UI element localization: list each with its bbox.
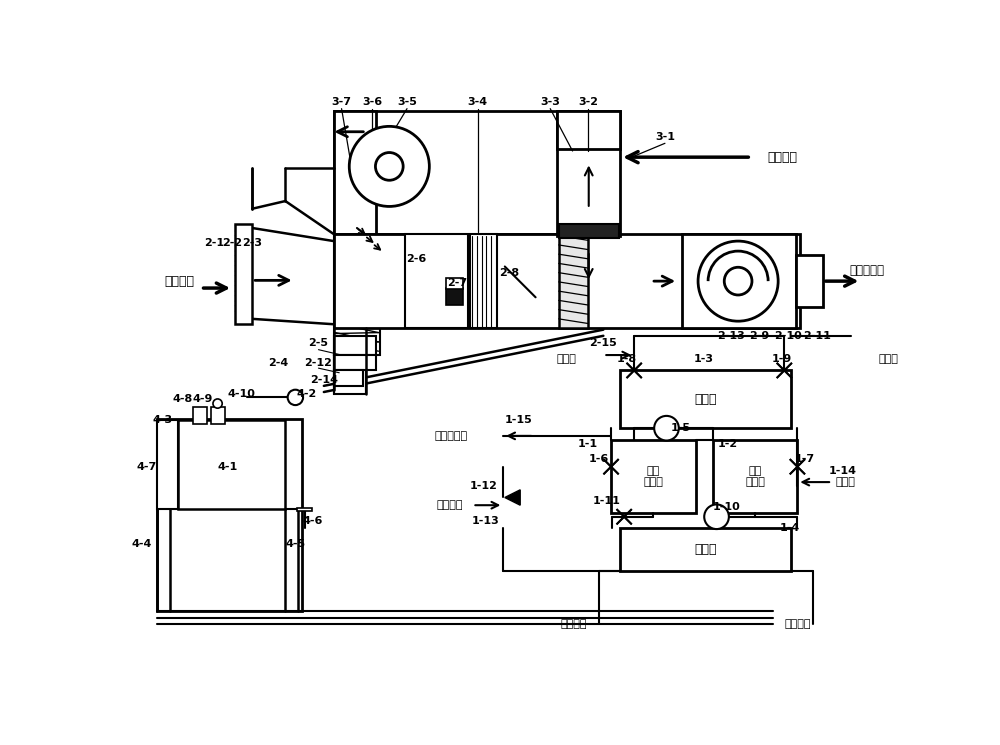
Bar <box>611 440 696 513</box>
Text: 2-1: 2-1 <box>204 238 224 248</box>
Circle shape <box>654 416 679 440</box>
Text: 1-15: 1-15 <box>505 416 533 425</box>
Text: 3-1: 3-1 <box>655 132 675 142</box>
Circle shape <box>724 267 752 295</box>
Text: 1-5: 1-5 <box>670 423 690 433</box>
Bar <box>559 234 588 328</box>
Text: 冷却后废水: 冷却后废水 <box>434 431 467 441</box>
Polygon shape <box>505 489 520 505</box>
Text: 1-12: 1-12 <box>469 481 497 491</box>
Text: 4-9: 4-9 <box>193 394 213 404</box>
Text: 室外新风: 室外新风 <box>165 276 195 288</box>
Text: 1-8: 1-8 <box>616 354 637 364</box>
Bar <box>470 234 497 328</box>
Text: 4-10: 4-10 <box>228 389 255 399</box>
Text: 2-2: 2-2 <box>222 238 242 248</box>
Text: 3-5: 3-5 <box>397 97 417 107</box>
Text: 1-3: 1-3 <box>693 354 713 364</box>
Bar <box>446 278 463 289</box>
Bar <box>682 234 796 328</box>
Bar <box>334 355 376 370</box>
Bar <box>157 419 302 612</box>
Text: 4-6: 4-6 <box>302 516 322 526</box>
Text: 冷冻回水: 冷冻回水 <box>561 619 587 629</box>
Text: 4-2: 4-2 <box>296 389 316 399</box>
Text: 1-13: 1-13 <box>472 516 499 526</box>
Text: 2-7: 2-7 <box>447 279 467 288</box>
Bar <box>446 288 463 305</box>
Text: 2-3: 2-3 <box>242 238 262 248</box>
Text: 1-4: 1-4 <box>780 523 800 533</box>
Text: 1-1: 1-1 <box>578 439 598 448</box>
Bar <box>193 407 207 424</box>
Text: 1-6: 1-6 <box>589 454 609 464</box>
Text: 1-14: 1-14 <box>828 466 856 475</box>
Bar <box>334 355 366 393</box>
Text: 2-4: 2-4 <box>268 358 289 368</box>
Circle shape <box>704 504 729 529</box>
Text: 2-8: 2-8 <box>499 267 519 278</box>
Text: 第二
吸附床: 第二 吸附床 <box>745 466 765 487</box>
Bar <box>334 111 569 234</box>
Bar <box>157 420 178 509</box>
Bar <box>334 235 380 355</box>
Bar <box>178 420 285 509</box>
Text: 冷却水: 冷却水 <box>878 354 898 364</box>
Bar <box>796 255 823 307</box>
Text: 处理后新风: 处理后新风 <box>849 264 884 277</box>
Text: 2-14: 2-14 <box>310 375 338 385</box>
Text: 4-1: 4-1 <box>217 462 238 472</box>
Text: 冷却水: 冷却水 <box>836 477 856 487</box>
Text: 2-10: 2-10 <box>774 331 802 340</box>
Text: 3-2: 3-2 <box>578 97 598 107</box>
Text: 1-10: 1-10 <box>713 501 740 512</box>
Circle shape <box>213 399 222 408</box>
Text: 4-8: 4-8 <box>173 394 193 404</box>
Text: 2-6: 2-6 <box>406 254 426 264</box>
Bar <box>559 224 619 238</box>
Text: 2-5: 2-5 <box>308 338 328 349</box>
Text: 3-4: 3-4 <box>468 97 488 107</box>
Text: 3-3: 3-3 <box>540 97 560 107</box>
Text: 4-7: 4-7 <box>137 462 157 472</box>
Text: 2-12: 2-12 <box>305 358 332 368</box>
Bar <box>557 111 620 150</box>
Text: 4-4: 4-4 <box>131 539 152 549</box>
Bar <box>620 370 791 428</box>
Circle shape <box>349 127 429 206</box>
Bar <box>620 528 791 571</box>
Text: 2-9: 2-9 <box>749 331 769 340</box>
Circle shape <box>698 241 778 321</box>
Text: 2-15: 2-15 <box>589 338 617 349</box>
Bar <box>297 507 312 511</box>
Text: 废热水源: 废热水源 <box>436 500 463 510</box>
Text: 1-7: 1-7 <box>795 454 815 464</box>
Bar <box>235 224 252 324</box>
Bar <box>557 111 620 235</box>
Bar <box>405 234 468 328</box>
Text: 2-11: 2-11 <box>803 331 831 340</box>
Text: 4-3: 4-3 <box>152 416 172 425</box>
Bar <box>334 336 376 355</box>
Bar <box>334 370 363 386</box>
Text: 1-2: 1-2 <box>718 439 738 448</box>
Text: 1-11: 1-11 <box>593 496 620 507</box>
Bar <box>334 111 376 234</box>
Text: 3-7: 3-7 <box>332 97 352 107</box>
Text: 3-6: 3-6 <box>362 97 382 107</box>
Text: 蒸发器: 蒸发器 <box>695 543 717 557</box>
Text: 1-9: 1-9 <box>772 354 792 364</box>
Text: 4-5: 4-5 <box>285 539 305 549</box>
Text: 2-13: 2-13 <box>717 331 745 340</box>
Text: 室内回风: 室内回风 <box>767 150 797 164</box>
Bar <box>334 234 800 328</box>
Text: 冷却水: 冷却水 <box>556 354 576 364</box>
Circle shape <box>288 390 303 405</box>
Text: 冷冻供水: 冷冻供水 <box>784 619 811 629</box>
Bar <box>211 407 225 424</box>
Text: 冷凝器: 冷凝器 <box>695 393 717 406</box>
Circle shape <box>375 153 403 180</box>
Bar <box>713 440 797 513</box>
Text: 第一
吸附床: 第一 吸附床 <box>643 466 663 487</box>
